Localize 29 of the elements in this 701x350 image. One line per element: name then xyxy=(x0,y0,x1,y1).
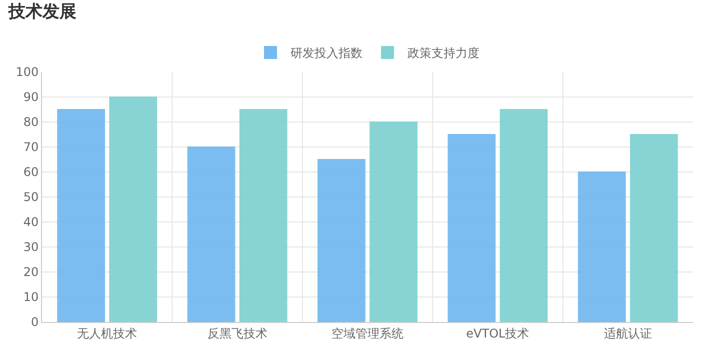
x-tick-label: eVTOL技术 xyxy=(466,326,530,340)
y-tick-label: 40 xyxy=(23,215,39,230)
bar xyxy=(187,146,236,322)
y-tick-label: 70 xyxy=(23,140,39,154)
bar xyxy=(500,109,548,322)
bar xyxy=(239,109,288,322)
bar xyxy=(630,134,678,322)
y-tick-label: 20 xyxy=(23,265,39,280)
x-tick-label: 适航认证 xyxy=(604,326,652,340)
legend-label: 研发投入指数 xyxy=(290,46,362,60)
y-tick-label: 100 xyxy=(16,65,39,80)
bar xyxy=(448,134,496,322)
x-tick-label: 空域管理系统 xyxy=(332,326,404,340)
x-tick-label: 反黑飞技术 xyxy=(207,326,268,340)
y-tick-label: 60 xyxy=(23,165,39,180)
y-tick-label: 80 xyxy=(23,115,39,130)
y-tick-label: 0 xyxy=(30,315,39,330)
y-tick-label: 10 xyxy=(23,290,39,304)
bar xyxy=(109,96,158,322)
y-tick-label: 90 xyxy=(23,90,39,104)
x-tick-label: 无人机技术 xyxy=(77,326,138,340)
bar xyxy=(578,172,626,322)
y-tick-label: 50 xyxy=(23,190,39,204)
bar xyxy=(370,122,418,322)
chart-title: 技术发展 xyxy=(7,2,76,22)
bar xyxy=(57,109,105,322)
y-tick-label: 30 xyxy=(23,240,39,254)
bar xyxy=(318,159,366,322)
legend-label: 政策支持力度 xyxy=(408,46,480,60)
